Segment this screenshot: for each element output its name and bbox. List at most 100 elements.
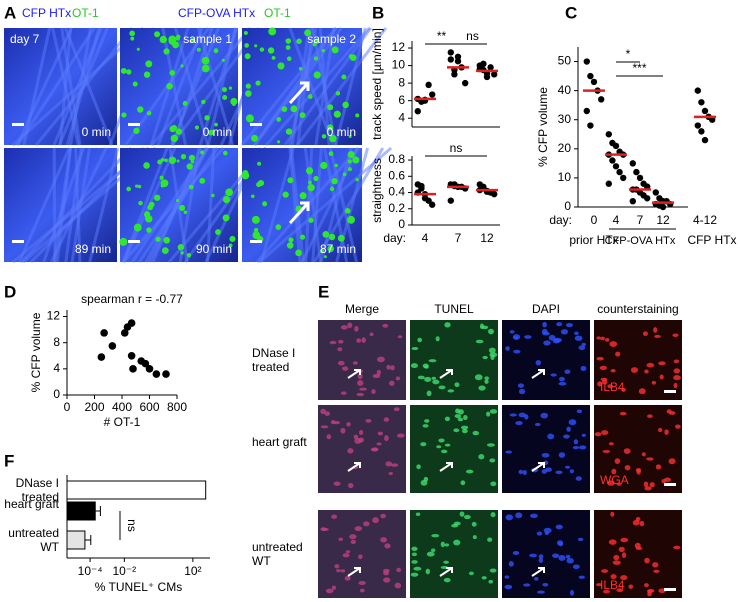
x-tick-label: 10⁻⁴	[78, 564, 103, 578]
x-group-label: CFP-OVA HTx	[605, 235, 676, 247]
nucleus	[389, 380, 395, 386]
nucleus	[489, 568, 497, 573]
cell	[286, 242, 294, 249]
fiber	[334, 27, 367, 146]
nucleus	[451, 523, 459, 528]
cell	[251, 134, 259, 142]
nucleus	[326, 434, 332, 440]
x-tick-label: 400	[112, 400, 132, 414]
nucleus	[342, 366, 349, 371]
cell	[348, 134, 352, 138]
nucleus	[347, 322, 353, 329]
nucleus	[324, 411, 331, 416]
stain-label: WGA	[600, 473, 629, 487]
nucleus	[565, 465, 571, 469]
data-point	[447, 56, 454, 63]
panel-label: C	[565, 3, 577, 22]
cell	[146, 110, 152, 116]
nucleus	[576, 409, 583, 414]
nucleus	[577, 537, 584, 542]
cell	[329, 134, 337, 143]
cell	[245, 114, 254, 123]
nucleus	[653, 327, 658, 333]
nucleus	[535, 359, 542, 366]
cell	[320, 249, 325, 254]
cell	[271, 56, 276, 60]
nucleus	[578, 575, 586, 579]
nucleus	[361, 337, 366, 343]
cell	[126, 186, 132, 192]
nucleus	[444, 543, 450, 547]
cell	[208, 129, 215, 136]
data-point	[701, 136, 709, 144]
nucleus	[565, 554, 571, 559]
nucleus	[426, 390, 432, 397]
cell	[257, 179, 265, 187]
header: OT-1	[72, 6, 99, 20]
cell	[180, 154, 187, 160]
scale-bar	[664, 483, 676, 486]
nucleus	[460, 480, 466, 486]
nucleus	[471, 521, 477, 527]
cell	[228, 243, 233, 248]
data-point	[598, 96, 605, 103]
nucleus	[614, 458, 621, 465]
nucleus	[481, 576, 487, 580]
y-tick-label: untreated WT	[8, 526, 59, 554]
data-point	[652, 189, 659, 196]
nucleus	[581, 433, 586, 437]
scale-bar	[250, 240, 262, 243]
nucleus	[661, 479, 667, 484]
nucleus	[468, 571, 474, 576]
cell	[201, 56, 210, 65]
data-point	[120, 329, 129, 337]
cell	[300, 234, 306, 240]
scale-bar	[664, 588, 676, 591]
nucleus	[644, 486, 652, 491]
x-group-label: CFP HTx	[687, 233, 736, 247]
y-tick-label: 6	[398, 93, 405, 107]
nucleus	[440, 541, 445, 548]
cell	[126, 69, 132, 75]
nucleus	[615, 351, 621, 357]
nucleus	[383, 417, 390, 422]
data-point	[644, 183, 651, 190]
nucleus	[566, 426, 571, 432]
arrow	[288, 201, 310, 225]
arrow	[531, 462, 545, 472]
nucleus	[599, 365, 608, 371]
nucleus	[630, 367, 639, 373]
data-point	[425, 81, 432, 89]
nucleus	[411, 560, 418, 564]
nucleus	[664, 429, 669, 435]
cell	[222, 195, 231, 204]
nucleus	[641, 452, 646, 457]
y-tick-label: 12	[47, 309, 61, 323]
y-tick-label: 10	[558, 170, 572, 184]
cell	[137, 184, 142, 189]
nucleus	[489, 458, 496, 463]
data-point	[141, 359, 150, 368]
nucleus	[435, 336, 440, 342]
nucleus	[410, 572, 419, 577]
cell	[201, 99, 206, 105]
cell	[228, 86, 233, 90]
y-axis-label: track speed [µm/min]	[370, 28, 384, 140]
cell	[120, 67, 127, 74]
significance-label: **	[437, 29, 447, 43]
cell	[121, 112, 127, 118]
cell	[133, 127, 140, 134]
nucleus	[457, 409, 464, 415]
data-point	[583, 58, 590, 65]
nucleus	[428, 359, 437, 363]
cell	[159, 35, 167, 44]
cell	[285, 38, 292, 44]
arrow	[288, 81, 310, 105]
row-label: heart graft	[252, 435, 307, 449]
nucleus	[333, 481, 341, 486]
nucleus	[536, 531, 543, 536]
nucleus	[390, 365, 395, 371]
nucleus	[488, 328, 494, 335]
nucleus	[560, 329, 568, 335]
nucleus	[646, 362, 655, 368]
